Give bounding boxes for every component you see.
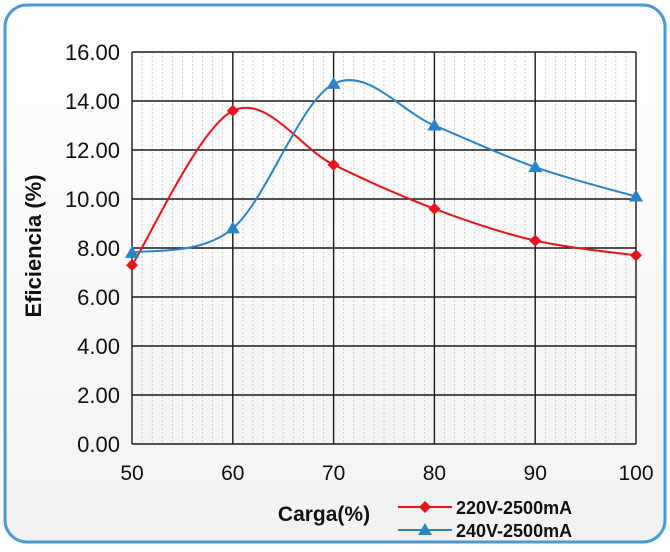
data-point — [225, 221, 240, 234]
x-tick-label: 70 — [322, 462, 345, 485]
data-point — [125, 245, 139, 258]
x-tick-labels: 50 60 70 80 90 100 — [120, 462, 653, 485]
data-point — [428, 202, 441, 215]
y-tick-label: 14.00 — [65, 89, 120, 114]
data-point — [529, 234, 542, 247]
y-axis-label: Eficiencia (%) — [21, 174, 46, 317]
y-tick-label: 16.00 — [65, 40, 120, 65]
y-tick-label: 12.00 — [65, 138, 120, 163]
data-point — [327, 158, 340, 171]
data-point — [427, 118, 442, 131]
data-point — [126, 259, 138, 272]
y-tick-label: 4.00 — [77, 334, 120, 359]
data-point — [326, 76, 341, 89]
data-point — [226, 104, 239, 117]
x-tick-label: 90 — [524, 462, 547, 485]
y-tick-labels: 0.00 2.00 4.00 6.00 8.00 10.00 12.00 14.00 16.00 — [65, 40, 120, 457]
major-grid — [131, 51, 637, 445]
legend-item-220v: 220V-2500mA — [398, 498, 572, 518]
data-point — [630, 249, 642, 262]
series-layer — [125, 76, 643, 272]
y-tick-label: 2.00 — [77, 383, 120, 408]
legend-item-240v: 240V-2500mA — [398, 521, 572, 541]
legend: 220V-2500mA 240V-2500mA — [398, 498, 572, 541]
x-tick-label: 100 — [618, 462, 653, 485]
legend-label-240v: 240V-2500mA — [456, 521, 572, 541]
data-point — [629, 189, 643, 202]
x-tick-label: 80 — [423, 462, 446, 485]
x-tick-label: 50 — [120, 462, 143, 485]
y-tick-label: 0.00 — [77, 432, 120, 457]
y-tick-label: 10.00 — [65, 187, 120, 212]
y-tick-label: 8.00 — [77, 236, 120, 261]
x-tick-label: 60 — [221, 462, 244, 485]
series-220V-2500mA — [126, 104, 642, 272]
series-240V-2500mA — [125, 76, 643, 258]
legend-label-220v: 220V-2500mA — [456, 498, 572, 518]
frame-border — [3, 3, 667, 544]
data-point — [528, 160, 543, 173]
x-axis-label: Carga(%) — [278, 503, 370, 526]
y-tick-label: 6.00 — [77, 285, 120, 310]
